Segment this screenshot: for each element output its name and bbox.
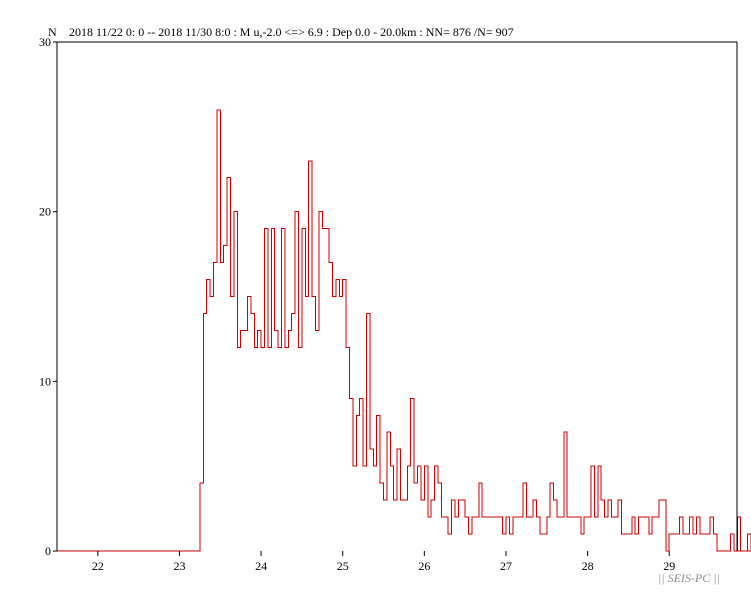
y-tick-label: 0	[45, 544, 51, 558]
watermark: || SEIS-PC ||	[658, 571, 720, 585]
x-tick-label: 26	[418, 559, 430, 573]
y-tick-label: 20	[39, 205, 51, 219]
y-tick-label: 30	[39, 35, 51, 49]
x-tick-label: 29	[663, 559, 675, 573]
x-tick-label: 24	[255, 559, 267, 573]
chart-title: 2018 11/22 0: 0 -- 2018 11/30 8:0 : M u,…	[69, 25, 514, 39]
y-tick-label: 10	[39, 374, 51, 388]
x-tick-label: 23	[173, 559, 185, 573]
x-tick-label: 28	[582, 559, 594, 573]
x-tick-label: 25	[337, 559, 349, 573]
x-tick-label: 22	[92, 559, 104, 573]
histogram-bars	[57, 109, 751, 552]
x-tick-label: 27	[500, 559, 512, 573]
y-axis-label: N	[48, 25, 57, 39]
